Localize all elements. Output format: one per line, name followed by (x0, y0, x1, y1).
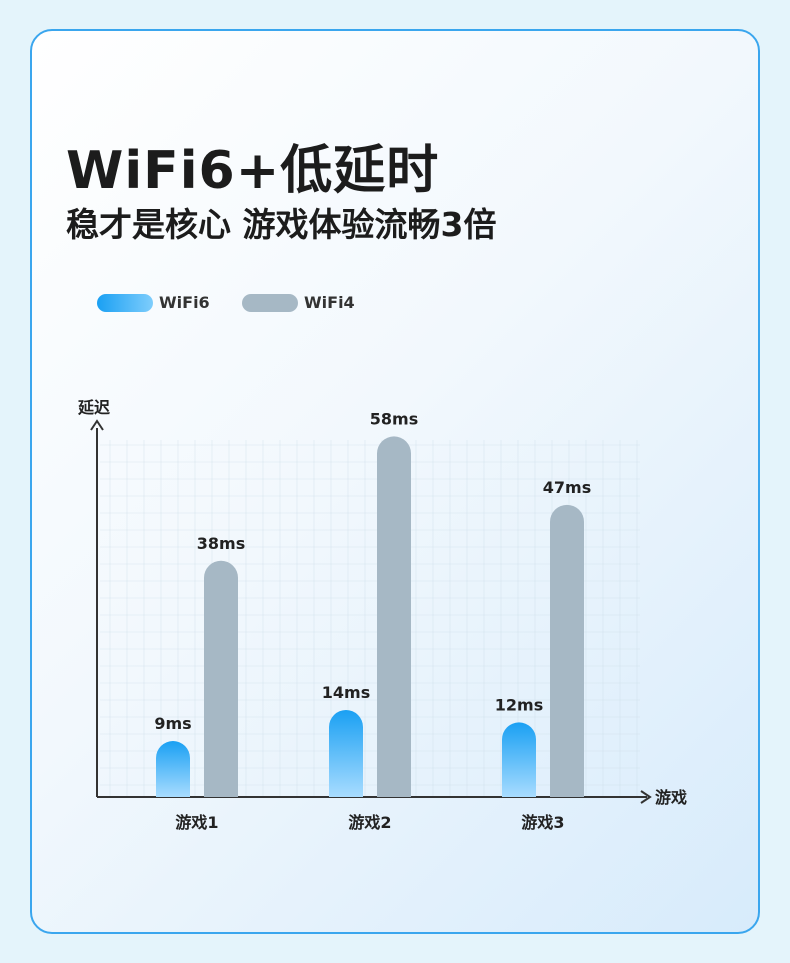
x-axis-arrow (640, 790, 652, 804)
legend-swatch-wifi4 (242, 294, 298, 312)
legend-label-wifi4: WiFi4 (304, 293, 355, 312)
bar-wifi4-3 (550, 504, 584, 797)
x-tick-label-3: 游戏3 (521, 813, 564, 832)
legend-swatch-wifi6 (97, 294, 153, 312)
y-axis-arrow (90, 419, 104, 431)
data-label-wifi6-1: 9ms (154, 714, 191, 733)
data-label-wifi4-3: 47ms (543, 478, 591, 497)
bar-wifi6-3 (502, 722, 536, 797)
bar-wifi6-1 (156, 741, 190, 797)
bar-wifi4-1 (204, 560, 238, 797)
legend-label-wifi6: WiFi6 (159, 293, 210, 312)
x-axis-label: 游戏 (655, 788, 687, 807)
chart-bars: 9ms 38ms 游戏1 14ms 58ms 游戏2 12ms 47ms 游戏3 (154, 409, 591, 832)
data-label-wifi4-2: 58ms (370, 409, 418, 428)
bar-wifi4-2 (377, 436, 411, 797)
x-tick-label-1: 游戏1 (175, 813, 218, 832)
x-tick-label-2: 游戏2 (348, 813, 391, 832)
bar-wifi6-2 (329, 709, 363, 797)
y-axis-label: 延迟 (77, 398, 110, 417)
data-label-wifi6-3: 12ms (495, 695, 543, 714)
data-label-wifi4-1: 38ms (197, 534, 245, 553)
data-label-wifi6-2: 14ms (322, 683, 370, 702)
page-title: WiFi6+低延时 (66, 141, 440, 201)
page-subtitle: 稳才是核心 游戏体验流畅3倍 (66, 205, 497, 244)
